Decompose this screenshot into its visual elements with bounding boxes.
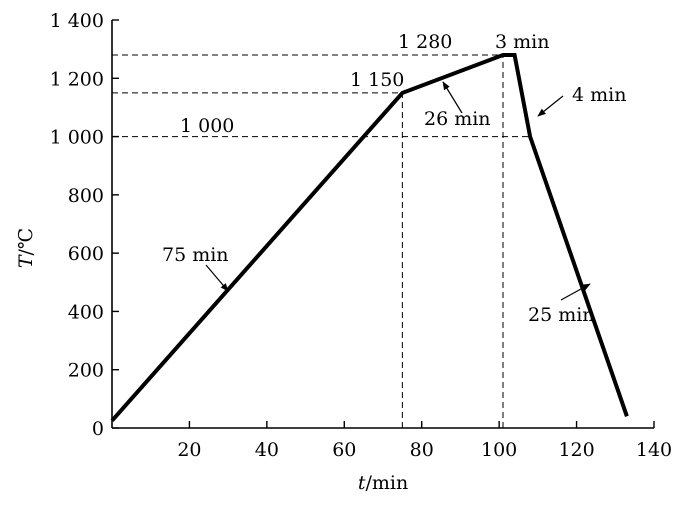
y-tick-label: 1 000 bbox=[50, 127, 104, 149]
y-tick-label: 600 bbox=[68, 243, 104, 265]
x-tick-label: 80 bbox=[410, 439, 434, 461]
level-label-1000: 1 000 bbox=[180, 115, 234, 137]
series-line bbox=[110, 53, 629, 423]
x-tick-label: 100 bbox=[481, 439, 517, 461]
x-tick-label: 60 bbox=[332, 439, 356, 461]
y-tick-label: 400 bbox=[68, 301, 104, 323]
x-tick-label: 120 bbox=[558, 439, 594, 461]
x-tick-label: 20 bbox=[177, 439, 201, 461]
segment-label-25-min: 25 min bbox=[528, 304, 595, 326]
y-tick-label: 1 200 bbox=[50, 68, 104, 90]
x-axis-ticks: 20 40 60 80 100 120 140 bbox=[177, 421, 672, 461]
pointer-26-min bbox=[442, 81, 463, 114]
pointer-25-min bbox=[560, 283, 591, 301]
y-axis-ticks: 0 200 400 600 800 1 000 1 200 1 400 bbox=[50, 10, 119, 440]
x-tick-label: 140 bbox=[636, 439, 672, 461]
pointer-75-min bbox=[205, 264, 229, 292]
level-label-1280: 1 280 bbox=[398, 31, 452, 53]
y-tick-label: 1 400 bbox=[50, 10, 104, 32]
y-axis-title: T/℃ bbox=[15, 228, 37, 268]
y-axis-title-symbol: T bbox=[15, 254, 37, 268]
x-axis-title-symbol: t bbox=[358, 472, 366, 494]
pointer-4-min bbox=[537, 95, 564, 117]
level-label-1150: 1 150 bbox=[350, 69, 404, 91]
y-axis-title-unit: /℃ bbox=[15, 228, 37, 256]
y-tick-label: 800 bbox=[68, 185, 104, 207]
segment-label-75-min: 75 min bbox=[162, 244, 229, 266]
segment-label-4-min: 4 min bbox=[572, 84, 626, 106]
segment-label-26-min: 26 min bbox=[424, 108, 491, 130]
x-axis-title: t/min bbox=[358, 472, 408, 494]
segment-label-3-min: 3 min bbox=[495, 31, 549, 53]
guide-lines bbox=[112, 54, 531, 428]
y-tick-label: 0 bbox=[92, 418, 104, 440]
y-tick-label: 200 bbox=[68, 360, 104, 382]
x-axis-title-unit: /min bbox=[365, 472, 408, 494]
x-tick-label: 40 bbox=[255, 439, 279, 461]
